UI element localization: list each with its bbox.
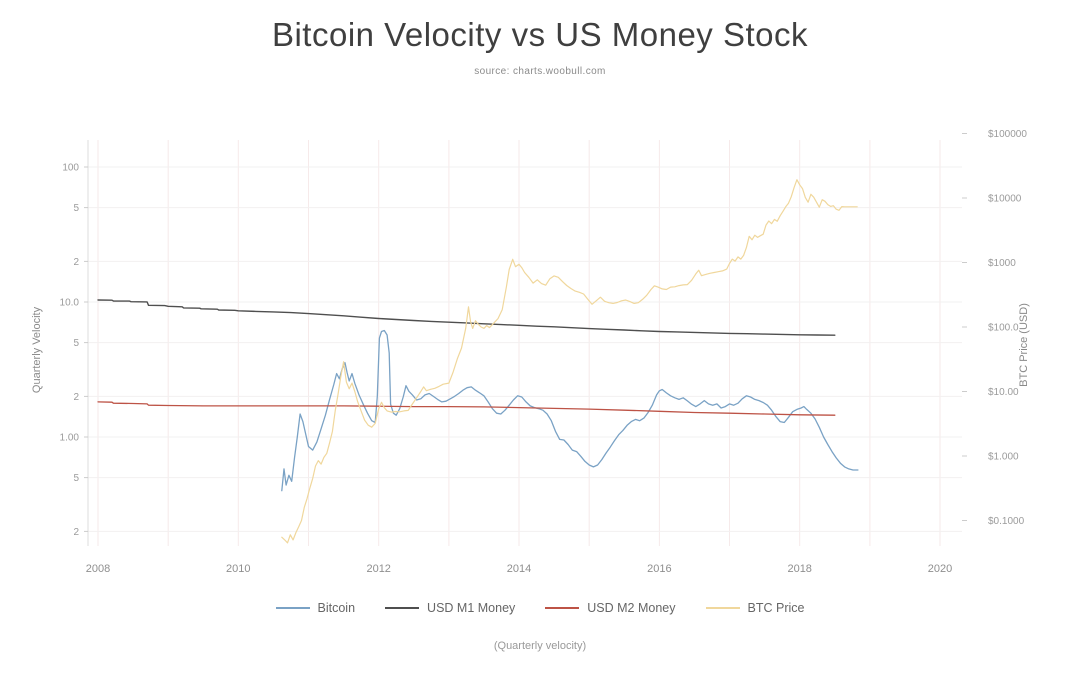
right-tick-label: $1000 [988, 258, 1016, 269]
legend-label: USD M1 Money [427, 601, 516, 615]
legend-swatch-icon [705, 607, 740, 609]
left-tick-label: 2 [73, 392, 79, 403]
left-axis-title: Quarterly Velocity [31, 306, 43, 394]
chart-caption: (Quarterly velocity) [493, 640, 587, 652]
series-line-bitcoin [281, 329, 859, 492]
x-tick-label: 2014 [507, 563, 531, 575]
series-line-usd-m1-money [97, 299, 836, 336]
legend-swatch-icon [275, 607, 310, 609]
right-axis-title: BTC Price (USD) [1018, 303, 1030, 387]
legend-item-usd-m2-money[interactable]: USD M2 Money [545, 601, 676, 615]
legend-swatch-icon [385, 607, 420, 609]
legend-label: USD M2 Money [587, 601, 676, 615]
left-tick-label: 2 [73, 257, 79, 268]
chart-title: Bitcoin Velocity vs US Money Stock [271, 16, 809, 53]
left-tick-label: 5 [73, 338, 79, 349]
right-tick-label: $1.000 [988, 452, 1019, 463]
x-tick-label: 2010 [226, 563, 250, 575]
right-tick-label: $100.0 [988, 323, 1019, 334]
x-tick-label: 2016 [647, 563, 671, 575]
x-tick-label: 2012 [366, 563, 390, 575]
chart-source: source: charts.woobull.com [474, 66, 606, 77]
left-tick-label: 5 [73, 473, 79, 484]
chart-legend: Bitcoin USD M1 Money USD M2 Money BTC Price [0, 601, 1080, 615]
right-tick-label: $0.1000 [988, 516, 1025, 527]
legend-swatch-icon [545, 607, 580, 609]
legend-item-btc-price[interactable]: BTC Price [705, 601, 805, 615]
x-tick-label: 2020 [928, 563, 952, 575]
right-tick-label: $10000 [988, 194, 1022, 205]
left-tick-label: 10.0 [60, 298, 80, 309]
x-tick-label: 2008 [86, 563, 110, 575]
left-tick-label: 2 [73, 527, 79, 538]
legend-item-usd-m1-money[interactable]: USD M1 Money [385, 601, 515, 615]
left-tick-label: 1.00 [60, 433, 80, 444]
series-line-btc-price [281, 179, 858, 544]
plot-area[interactable] [88, 140, 962, 546]
left-tick-label: 100 [62, 163, 79, 174]
right-tick-label: $100000 [988, 129, 1027, 140]
left-tick-label: 5 [73, 203, 79, 214]
legend-label: Bitcoin [317, 601, 356, 615]
legend-item-bitcoin[interactable]: Bitcoin [275, 601, 356, 615]
x-tick-label: 2018 [787, 563, 811, 575]
series-line-usd-m2-money [97, 401, 836, 416]
legend-label: BTC Price [747, 601, 805, 615]
right-tick-label: $10.00 [988, 387, 1019, 398]
